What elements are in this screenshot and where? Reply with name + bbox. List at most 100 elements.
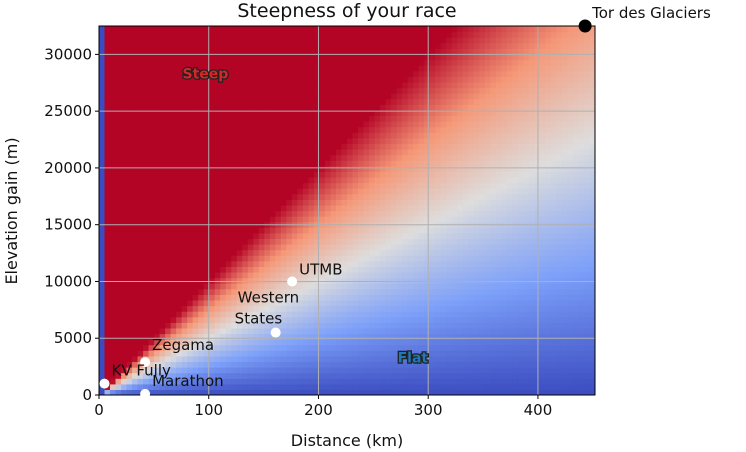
heatmap-cell [413, 238, 420, 245]
heatmap-cell [446, 266, 453, 273]
heatmap-cell [402, 367, 409, 374]
heatmap-cell [121, 76, 128, 83]
heatmap-cell [424, 238, 431, 245]
heatmap-cell [324, 367, 332, 374]
heatmap-cell [457, 31, 464, 38]
heatmap-cell [462, 316, 469, 323]
heatmap-cell [385, 378, 392, 385]
heatmap-cell [501, 266, 508, 273]
heatmap-cell [396, 121, 403, 128]
heatmap-cell [99, 98, 106, 105]
heatmap-cell [159, 227, 166, 234]
heatmap-cell [302, 126, 310, 133]
heatmap-cell [440, 372, 447, 379]
heatmap-cell [324, 149, 332, 156]
heatmap-cell [363, 294, 370, 301]
heatmap-cell [358, 367, 365, 374]
heatmap-cell [473, 232, 480, 240]
heatmap-cell [369, 154, 376, 161]
heatmap-cell [324, 143, 332, 150]
heatmap-cell [198, 244, 205, 251]
heatmap-cell [341, 322, 348, 329]
heatmap-cell [192, 199, 199, 206]
heatmap-cell [220, 59, 227, 66]
heatmap-cell [479, 53, 486, 61]
heatmap-cell [313, 238, 321, 245]
heatmap-cell [501, 87, 508, 94]
heatmap-cell [308, 53, 315, 61]
heatmap-cell [468, 176, 475, 184]
heatmap-cell [363, 389, 370, 395]
heatmap-cell [126, 244, 133, 251]
heatmap-cell [165, 204, 172, 212]
heatmap-cell [380, 171, 387, 178]
heatmap-cell [99, 199, 106, 206]
heatmap-cell [104, 149, 111, 156]
heatmap-cell [424, 367, 431, 374]
heatmap-cell [297, 272, 304, 279]
heatmap-cell [462, 299, 469, 307]
heatmap-cell [418, 322, 425, 329]
heatmap-cell [506, 344, 513, 351]
heatmap-cell [446, 87, 453, 94]
heatmap-cell [121, 372, 128, 379]
heatmap-cell [501, 232, 508, 240]
heatmap-cell [121, 53, 128, 61]
heatmap-cell [264, 59, 271, 66]
heatmap-cell [198, 255, 205, 262]
heatmap-cell [159, 305, 166, 312]
heatmap-cell [99, 216, 106, 223]
heatmap-cell [286, 249, 293, 256]
heatmap-cell [143, 232, 150, 240]
heatmap-cell [192, 188, 199, 195]
heatmap-cell [99, 255, 106, 262]
heatmap-cell [429, 350, 436, 357]
heatmap-cell [308, 121, 315, 128]
heatmap-cell [396, 149, 403, 156]
heatmap-cell [181, 121, 188, 128]
heatmap-cell [264, 232, 271, 240]
heatmap-cell [132, 305, 139, 312]
heatmap-cell [165, 199, 172, 206]
heatmap-cell [159, 76, 166, 83]
heatmap-cell [501, 333, 508, 340]
heatmap-cell [170, 176, 177, 184]
heatmap-cell [506, 160, 513, 167]
heatmap-cell [440, 311, 447, 318]
heatmap-cell [297, 216, 304, 223]
heatmap-cell [501, 149, 508, 156]
heatmap-cell [308, 137, 315, 145]
heatmap-cell [424, 37, 431, 44]
heatmap-cell [258, 115, 265, 122]
heatmap-cell [187, 305, 194, 312]
heatmap-cell [264, 277, 271, 284]
heatmap-cell [187, 333, 194, 340]
heatmap-cell [369, 109, 376, 117]
heatmap-cell [440, 182, 447, 189]
heatmap-cell [429, 154, 436, 161]
heatmap-cell [165, 81, 172, 89]
heatmap-cell [418, 109, 425, 117]
heatmap-cell [347, 149, 354, 156]
heatmap-cell [203, 137, 210, 145]
heatmap-cell [143, 339, 150, 346]
heatmap-cell [154, 53, 161, 61]
heatmap-cell [209, 210, 216, 217]
heatmap-cell [258, 204, 265, 212]
heatmap-cell [154, 339, 161, 346]
heatmap-cell [396, 227, 403, 234]
heatmap-cell [110, 266, 117, 273]
heatmap-cell [170, 333, 177, 340]
heatmap-cell [413, 339, 420, 346]
heatmap-cell [335, 199, 343, 206]
heatmap-cell [203, 76, 210, 83]
heatmap-cell [335, 294, 343, 301]
heatmap-cell [154, 199, 161, 206]
heatmap-cell [429, 204, 436, 212]
heatmap-cell [231, 216, 238, 223]
heatmap-cell [121, 378, 128, 385]
heatmap-cell [352, 165, 359, 172]
heatmap-cell [225, 59, 232, 66]
heatmap-cell [126, 149, 133, 156]
heatmap-cell [264, 70, 271, 77]
